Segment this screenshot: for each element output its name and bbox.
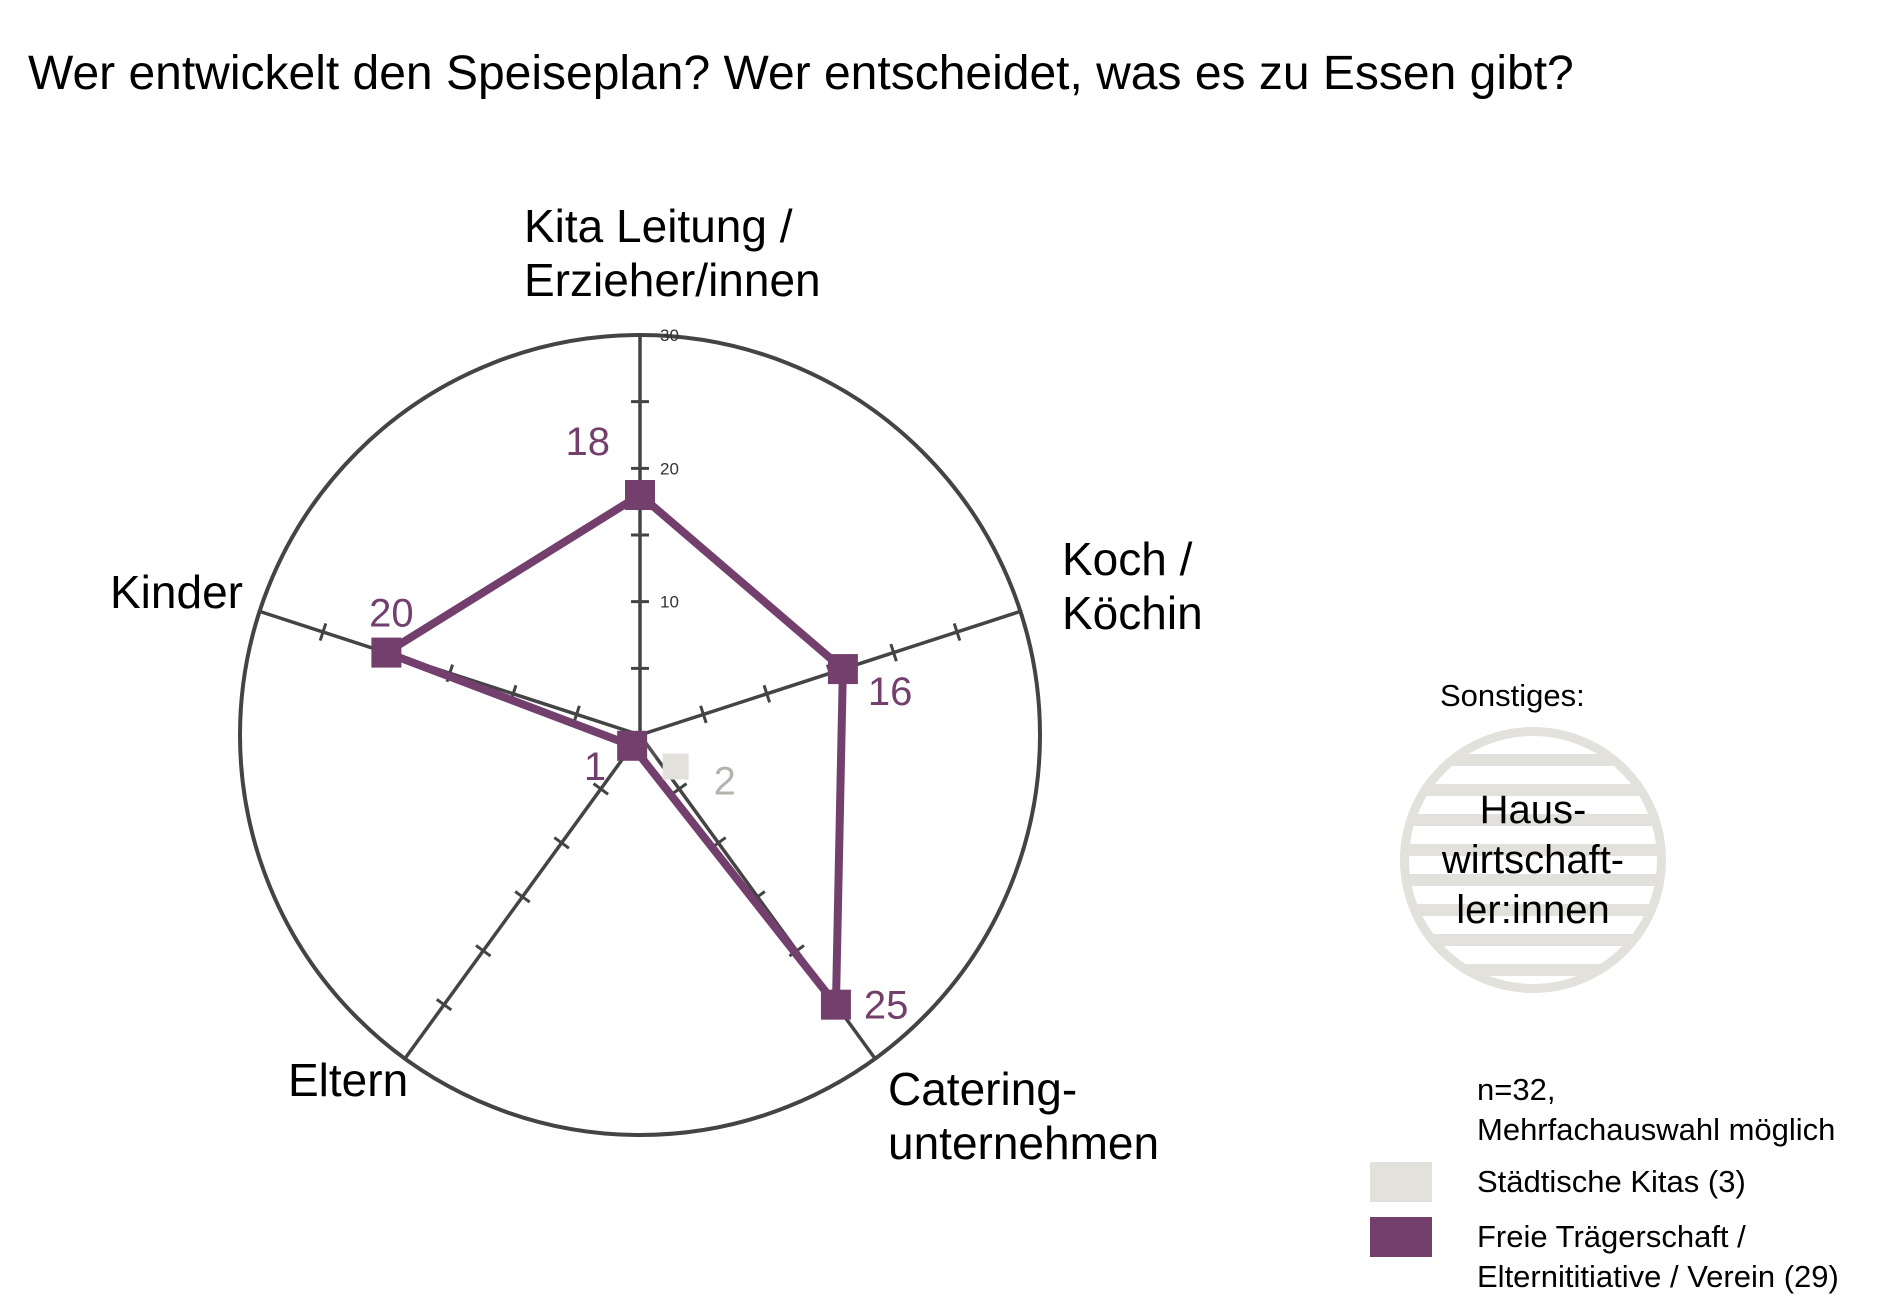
axis-tick	[762, 684, 772, 703]
axis-label: Koch / Köchin	[1062, 533, 1203, 639]
data-label: 20	[369, 592, 414, 636]
data-label: 25	[864, 984, 909, 1028]
legend-label-line: Freie Trägerschaft /	[1477, 1219, 1746, 1254]
legend-swatch-independent	[1370, 1217, 1432, 1257]
axis-label-line: Kita Leitung /	[524, 200, 793, 252]
data-marker	[820, 989, 851, 1020]
axis-tick	[475, 944, 492, 958]
data-label: 18	[566, 420, 611, 464]
axis-label: Kinder	[110, 566, 243, 618]
data-marker	[827, 654, 858, 685]
axis-tick	[514, 890, 531, 904]
data-marker	[662, 753, 689, 780]
axis-label-line: Köchin	[1062, 587, 1203, 639]
footnote-multiple-choice: Mehrfachauswahl möglich	[1477, 1112, 1836, 1147]
axis-label-line: Eltern	[288, 1054, 408, 1106]
footnote: n=32, Mehrfachauswahl möglich	[1477, 1070, 1835, 1150]
axis-label-line: Catering-	[888, 1063, 1077, 1115]
axis-tick	[699, 705, 708, 724]
axis-label-line: Erzieher/innen	[524, 254, 821, 306]
legend-item-independent: Freie Trägerschaft / Elternititiative / …	[1370, 1217, 1839, 1297]
axis-label-line: Kinder	[110, 566, 243, 618]
data-marker	[617, 730, 648, 761]
axis-label: Eltern	[288, 1054, 408, 1106]
data-label: 1	[584, 745, 606, 789]
axis-tick	[553, 836, 570, 850]
other-caption: Sonstiges:	[1440, 678, 1585, 713]
axis-tick	[952, 622, 962, 642]
legend-swatch-municipal	[1370, 1162, 1432, 1202]
chart-title: Wer entwickelt den Speiseplan? Wer entsc…	[28, 47, 1574, 100]
legend-label-independent: Freie Trägerschaft / Elternititiative / …	[1477, 1217, 1839, 1297]
tick-label: 20	[660, 459, 679, 478]
tick-label: 10	[660, 593, 679, 612]
data-label: 16	[868, 670, 913, 714]
legend-label-municipal: Städtische Kitas (3)	[1477, 1162, 1746, 1202]
other-badge-text: Haus- wirtschaft- ler:innen	[1442, 785, 1624, 935]
legend-label-line: Elternititiative / Verein (29)	[1477, 1259, 1839, 1294]
axis-tick	[435, 998, 453, 1012]
axis-tick	[889, 643, 898, 662]
tick-label: 30	[660, 326, 679, 345]
other-line: Haus-	[1479, 788, 1587, 832]
axis-tick	[671, 782, 688, 796]
axis-label: Kita Leitung / Erzieher/innen	[524, 200, 821, 306]
data-label: 2	[714, 760, 736, 804]
axis-label: Catering-unternehmen	[888, 1063, 1159, 1169]
other-line: ler:innen	[1456, 888, 1610, 932]
legend-item-municipal: Städtische Kitas (3)	[1370, 1162, 1746, 1202]
axis-label-line: Koch /	[1062, 533, 1193, 585]
series-line	[382, 491, 847, 1009]
axis-tick	[318, 622, 328, 642]
axis-label-line: unternehmen	[888, 1117, 1159, 1169]
data-marker	[625, 480, 655, 510]
axis-tick	[592, 782, 609, 796]
data-marker	[371, 637, 402, 668]
other-badge: Haus- wirtschaft- ler:innen	[1400, 727, 1666, 993]
footnote-sample-size: n=32,	[1477, 1072, 1556, 1107]
legend-label-line: Städtische Kitas (3)	[1477, 1164, 1746, 1199]
other-line: wirtschaft-	[1441, 838, 1625, 882]
